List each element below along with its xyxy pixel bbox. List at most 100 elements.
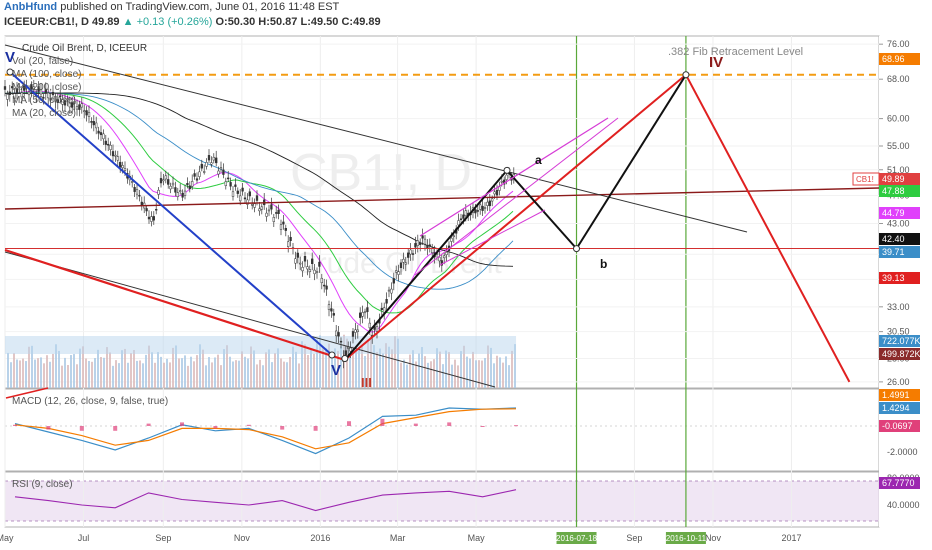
volume-bar xyxy=(436,348,438,388)
candle-body xyxy=(335,330,338,337)
candle-body xyxy=(54,96,57,102)
volume-bar xyxy=(244,356,246,388)
volume-bar xyxy=(52,353,54,388)
candle-body xyxy=(363,311,367,314)
volume-bar xyxy=(391,349,393,388)
volume-bar xyxy=(262,365,264,388)
candle-body xyxy=(140,201,143,206)
resistance-trendline[interactable] xyxy=(4,187,880,210)
pivot-marker[interactable] xyxy=(328,351,336,359)
macd-histogram-bar xyxy=(113,426,118,431)
wave-c-line[interactable] xyxy=(575,74,687,250)
author-link[interactable]: AnbHfund xyxy=(4,1,58,13)
candle-body xyxy=(78,104,81,110)
candle-body xyxy=(409,249,412,255)
candle-body xyxy=(303,256,307,262)
candle-body xyxy=(505,174,508,180)
main-pane[interactable] xyxy=(4,35,880,389)
macd-tick-label: -2.0000 xyxy=(887,447,918,457)
rsi-line xyxy=(14,489,517,512)
volume-bar xyxy=(109,352,111,388)
y-tick-label: 68.00 xyxy=(887,74,910,84)
candle-body xyxy=(265,212,268,217)
candle-body xyxy=(63,100,67,106)
macd-histogram-bar xyxy=(480,426,485,427)
macd-pane[interactable] xyxy=(4,388,880,472)
candle-body xyxy=(6,94,9,100)
price-label-box xyxy=(879,53,920,65)
wave-label-a: a xyxy=(535,153,542,167)
candle-body xyxy=(8,91,11,95)
candle-body xyxy=(423,238,427,245)
volume-bar xyxy=(427,362,429,388)
candle-body xyxy=(366,307,369,312)
volume-bar xyxy=(70,355,72,388)
volume-bar xyxy=(133,350,135,388)
channel-lower-pink[interactable] xyxy=(439,209,546,266)
price-label-text: 49.89 xyxy=(882,174,905,184)
macd-histogram-bar xyxy=(213,426,218,429)
volume-bar xyxy=(295,351,297,388)
channel-upper-pink[interactable] xyxy=(419,117,609,237)
candle-body xyxy=(179,190,182,192)
candle-body xyxy=(248,191,251,197)
candle-body xyxy=(294,258,297,264)
channel-mid-pink[interactable] xyxy=(414,117,619,276)
volume-bar xyxy=(454,359,456,388)
candle-body xyxy=(169,185,172,190)
pivot-marker[interactable] xyxy=(682,71,690,79)
candle-body xyxy=(44,88,47,94)
candle-body xyxy=(385,298,388,304)
candle-body xyxy=(308,269,311,272)
volume-bar xyxy=(157,352,159,388)
candle-body xyxy=(231,191,235,197)
macd-lines xyxy=(13,407,519,455)
candle-body xyxy=(361,312,364,317)
volume-bar xyxy=(82,346,84,388)
wave-b-line[interactable] xyxy=(506,169,578,250)
volume-bar xyxy=(346,338,348,388)
upper-channel-line[interactable] xyxy=(4,44,748,233)
volume-bar xyxy=(385,343,387,388)
volume-bar xyxy=(370,334,372,388)
watermark-ticker: CB1!, D xyxy=(290,144,472,202)
volume-bar xyxy=(448,352,450,388)
wave-a-line[interactable] xyxy=(344,169,508,361)
volume-bar xyxy=(364,355,366,388)
volume-bar xyxy=(319,335,321,388)
candle-body xyxy=(119,161,122,168)
candle-body xyxy=(272,217,275,222)
rsi-tick-label: 40.0000 xyxy=(887,500,920,510)
wave-iii-trendline[interactable] xyxy=(4,248,346,362)
volume-bar xyxy=(103,357,105,388)
pivot-marker[interactable] xyxy=(341,355,349,363)
wave-v-projection-line[interactable] xyxy=(685,74,851,383)
lower-channel-line[interactable] xyxy=(4,251,496,388)
wave-label-iv: IV xyxy=(709,54,723,71)
candle-body xyxy=(97,130,100,134)
macd-pane-red-mark[interactable] xyxy=(5,387,49,399)
wave-iv-up-line[interactable] xyxy=(344,74,687,361)
y-tick-label: 51.00 xyxy=(887,165,910,175)
drawings[interactable] xyxy=(4,44,880,399)
rsi-band xyxy=(5,481,879,521)
y-tick-label: 26.00 xyxy=(887,377,910,387)
pivot-marker[interactable] xyxy=(503,166,511,174)
pivot-marker[interactable] xyxy=(573,245,581,253)
wave-v-down-line[interactable] xyxy=(9,71,333,356)
x-highlight-label: 2016-10-11 xyxy=(666,534,707,543)
candle-body xyxy=(488,200,491,207)
time-axis[interactable]: May Jul Sep Nov 2016 Mar May Sep Nov 2017 2016-07-… xyxy=(0,532,801,544)
candle-body xyxy=(234,184,237,187)
pivot-marker[interactable] xyxy=(6,68,14,76)
open-value: O:50.30 xyxy=(215,16,256,28)
candle-body xyxy=(135,189,139,195)
volume-bar xyxy=(145,354,147,388)
volume-bar xyxy=(187,365,189,388)
volume-bar xyxy=(445,350,447,388)
x-tick-label: Mar xyxy=(390,533,406,543)
volume-bar xyxy=(418,353,420,388)
x-tick-label: 2016 xyxy=(310,533,330,543)
volume-bar xyxy=(223,349,225,388)
